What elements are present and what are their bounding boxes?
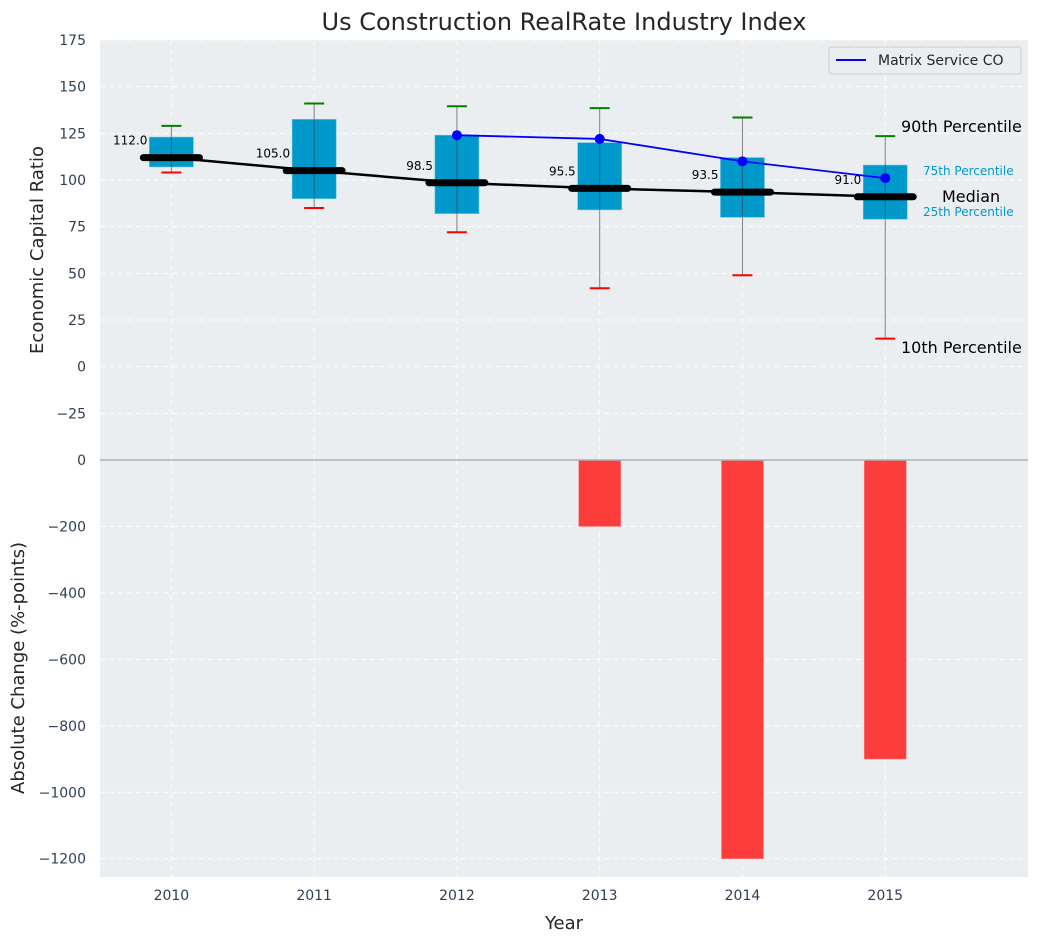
annotation-25th-percentile: 25th Percentile bbox=[923, 205, 1014, 219]
bottom-y-tick-label: −800 bbox=[48, 719, 86, 735]
annotation-10th-percentile: 10th Percentile bbox=[901, 338, 1022, 357]
bottom-y-tick-label: 0 bbox=[77, 453, 86, 469]
top-y-axis-label: Economic Capital Ratio bbox=[27, 146, 48, 354]
chart-title: Us Construction RealRate Industry Index bbox=[322, 8, 807, 36]
matrix-service-line bbox=[456, 134, 886, 180]
bottom-y-tick-label: −600 bbox=[48, 652, 86, 668]
median-value-label: 91.0 bbox=[835, 173, 862, 187]
bottom-y-axis-label: Absolute Change (%-points) bbox=[8, 542, 29, 794]
annotation-90th-percentile: 90th Percentile bbox=[901, 117, 1022, 136]
matrix-service-point bbox=[451, 130, 462, 141]
bottom-y-tick-label: −200 bbox=[48, 519, 86, 535]
top-plot-area bbox=[100, 40, 1028, 460]
change-bar bbox=[863, 459, 907, 760]
median-value-label: 98.5 bbox=[406, 159, 433, 173]
x-tick-label: 2014 bbox=[725, 888, 761, 904]
median-value-label: 95.5 bbox=[549, 164, 576, 178]
annotation-75th-percentile: 75th Percentile bbox=[923, 164, 1014, 178]
top-y-tick-label: 150 bbox=[59, 80, 86, 96]
top-y-tick-label: 0 bbox=[77, 360, 86, 376]
legend-label-matrix-service: Matrix Service CO bbox=[878, 53, 1004, 69]
matrix-service-point bbox=[737, 156, 748, 167]
top-y-tick-label: −25 bbox=[56, 406, 86, 422]
median-value-label: 105.0 bbox=[256, 147, 290, 161]
top-y-tick-label: 175 bbox=[59, 33, 86, 49]
median-value-label: 112.0 bbox=[113, 134, 147, 148]
change-bar bbox=[721, 459, 764, 860]
chart-text: 2010 2011 2012 2013 2014 2015 175 150 125 100 75 50… bbox=[39, 33, 903, 904]
bottom-y-tick-label: −1000 bbox=[39, 785, 86, 801]
x-tick-label: 2010 bbox=[154, 888, 190, 904]
top-y-tick-label: 25 bbox=[68, 313, 86, 329]
x-tick-label: 2013 bbox=[582, 888, 618, 904]
matrix-service-point bbox=[594, 133, 605, 144]
legend: Matrix Service CO bbox=[828, 46, 1022, 75]
x-tick-label: 2012 bbox=[439, 888, 475, 904]
top-y-tick-label: 75 bbox=[68, 220, 86, 236]
chart-marks bbox=[100, 102, 1028, 860]
bottom-y-tick-label: −1200 bbox=[39, 852, 86, 868]
x-axis-label: Year bbox=[544, 913, 584, 934]
bottom-y-tick-label: −400 bbox=[48, 586, 86, 602]
change-bar bbox=[578, 459, 621, 527]
median-value-label: 93.5 bbox=[692, 168, 719, 182]
gridlines bbox=[100, 39, 1028, 877]
top-y-tick-label: 50 bbox=[68, 266, 86, 282]
x-tick-label: 2011 bbox=[296, 888, 332, 904]
matrix-service-point bbox=[880, 173, 891, 184]
x-tick-label: 2015 bbox=[867, 888, 903, 904]
legend-frame bbox=[828, 46, 1022, 75]
top-y-tick-label: 125 bbox=[59, 126, 86, 142]
top-y-tick-label: 100 bbox=[59, 173, 86, 189]
annotation-median: Median bbox=[942, 187, 1000, 206]
